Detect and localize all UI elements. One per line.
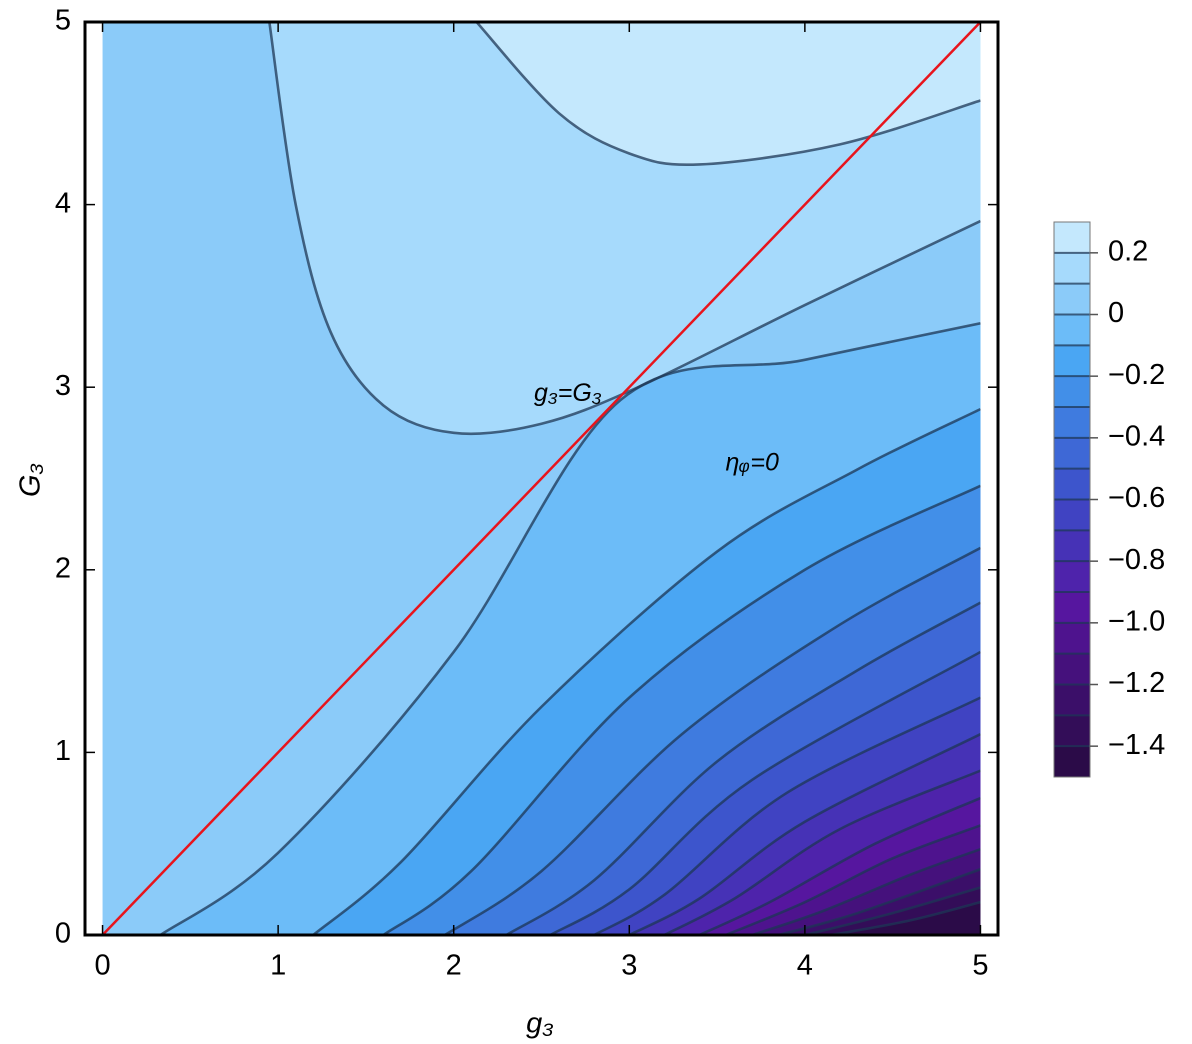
colorbar-tick-label: 0 xyxy=(1108,297,1124,329)
contour-line xyxy=(698,796,981,935)
colorbar-band xyxy=(1053,745,1091,778)
contour-line xyxy=(663,769,981,935)
annotation: g₃=G₃ xyxy=(534,379,602,407)
colorbar-band xyxy=(1053,406,1091,439)
x-axis-label: g₃ xyxy=(526,1008,554,1040)
colorbar-band xyxy=(1053,345,1091,377)
contour-line xyxy=(312,407,981,935)
colorbar-band xyxy=(1053,468,1091,500)
colorbar-band xyxy=(1053,314,1091,346)
contour-line xyxy=(804,886,981,935)
colorbar-tick-label: −1.2 xyxy=(1108,667,1165,699)
contour-line xyxy=(475,22,981,167)
colorbar-band xyxy=(1053,499,1091,531)
plot-frame xyxy=(83,20,1000,937)
overlay: g₃=G₃ ηᵩ=0 0 1 2 3 4 5 0 1 2 3 4 5 xyxy=(55,5,1000,982)
y-tick-label: 3 xyxy=(55,370,71,402)
contour-line xyxy=(505,601,981,935)
colorbar-band xyxy=(1053,375,1091,408)
colorbar-tick-label: 0.2 xyxy=(1108,235,1148,267)
colorbar-band xyxy=(1053,252,1091,284)
contour-line xyxy=(549,650,981,935)
colorbar-tick-label: −1.0 xyxy=(1108,605,1165,637)
y-tick-label: 5 xyxy=(55,5,71,37)
contour-line xyxy=(725,824,981,935)
contour-line xyxy=(382,484,981,935)
contour-line xyxy=(444,546,981,935)
y-tick-label: 2 xyxy=(55,552,71,584)
colorbar-band xyxy=(1053,715,1091,747)
colorbar-band xyxy=(1053,684,1091,716)
colorbar-tick-label: −1.4 xyxy=(1108,729,1165,761)
contour-line xyxy=(593,696,981,935)
x-tick-label: 5 xyxy=(972,950,988,982)
contour-line xyxy=(778,868,981,935)
plot-area xyxy=(102,22,981,935)
colorbar-tick-label: −0.6 xyxy=(1108,482,1165,514)
y-tick-label: 1 xyxy=(55,735,71,767)
reference-line xyxy=(101,21,982,936)
colorbar-band xyxy=(1053,283,1091,315)
x-tick-label: 2 xyxy=(446,950,462,982)
y-axis-label: G₃ xyxy=(15,463,47,497)
colorbar-band xyxy=(1053,622,1091,654)
contour-line xyxy=(628,732,981,935)
colorbar-band xyxy=(1053,653,1091,685)
contour-line xyxy=(751,847,981,935)
colorbar-band xyxy=(1053,221,1091,254)
colorbar-band xyxy=(1053,530,1091,562)
colorbar-band xyxy=(1053,560,1091,593)
x-tick-label: 3 xyxy=(621,950,637,982)
contour-line xyxy=(268,22,981,436)
contour-line xyxy=(159,322,981,935)
colorbar-tick-label: −0.8 xyxy=(1108,544,1165,576)
annotation: ηᵩ=0 xyxy=(726,449,779,477)
x-tick-label: 0 xyxy=(94,950,110,982)
colorbar-tick-label: −0.2 xyxy=(1108,359,1165,391)
contour-line xyxy=(830,900,981,935)
y-tick-label: 0 xyxy=(55,918,71,950)
colorbar-tick-label: −0.4 xyxy=(1108,420,1165,452)
colorbar-band xyxy=(1053,437,1091,469)
x-tick-label: 1 xyxy=(270,950,286,982)
colorbar-band xyxy=(1053,591,1091,624)
y-tick-label: 4 xyxy=(55,187,71,219)
x-tick-label: 4 xyxy=(797,950,813,982)
